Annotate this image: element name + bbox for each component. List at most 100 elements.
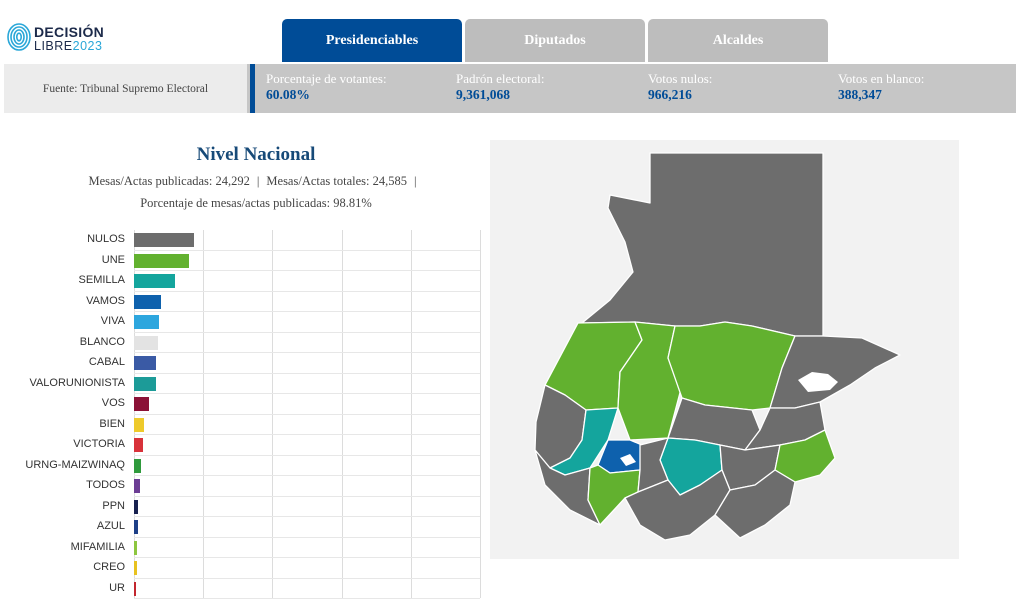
stats-bar: Fuente: Tribunal Supremo Electoral Porce… [4, 64, 1016, 113]
chart-row: VICTORIA [0, 435, 480, 456]
party-bar[interactable] [134, 233, 195, 247]
party-label: VAMOS [86, 294, 125, 307]
party-label: CREO [93, 561, 125, 573]
party-label: VOS [101, 397, 125, 409]
chart-row: AZUL [0, 517, 480, 538]
logo-title: DECISIÓN [34, 24, 105, 40]
chart-row: NULOS [0, 230, 480, 251]
chart-row: MIFAMILIA [0, 538, 480, 558]
party-label: AZUL [96, 520, 125, 532]
guatemala-map [490, 140, 959, 559]
party-label: PPN [102, 499, 125, 512]
party-label: URNG-MAIZWINAQ [25, 458, 125, 471]
mesas-summary: Mesas/Actas publicadas: 24,292 | Mesas/Act… [88, 174, 417, 188]
results-bar-chart: NULOS UNE SEMILLA VAMOS VIVA BLANCO CABAL VALOR… [0, 230, 481, 600]
stat-padron-electoral: Padrón electoral: 9,361,068 [456, 71, 544, 103]
row-divider [134, 352, 480, 353]
party-bar[interactable] [134, 356, 157, 370]
map-region-peten[interactable] [581, 152, 824, 337]
row-divider [134, 577, 480, 579]
chart-row: CABAL [0, 353, 480, 374]
party-bar[interactable] [134, 397, 149, 411]
stat-value: 60.08% [266, 87, 310, 102]
tab-alcaldes[interactable]: Alcaldes [648, 19, 828, 62]
chart-row: URNG-MAIZWINAQ [0, 456, 480, 476]
party-bar[interactable] [134, 417, 144, 432]
chart-row: PPN [0, 497, 480, 517]
tab-diputados[interactable]: Diputados [465, 19, 645, 62]
party-bar[interactable] [134, 253, 189, 268]
chart-row: UR [0, 579, 480, 599]
stat-value: 9,361,068 [456, 87, 510, 102]
party-bar[interactable] [134, 458, 141, 473]
row-divider [134, 454, 480, 456]
stat-votos-nulos: Votos nulos: 966,216 [648, 71, 712, 103]
party-label: NULOS [87, 233, 125, 245]
party-bar[interactable] [134, 520, 138, 534]
fingerprint-icon [7, 23, 31, 51]
party-label: CABAL [88, 356, 125, 368]
party-bar[interactable] [134, 499, 138, 514]
row-divider [134, 434, 480, 435]
row-divider [134, 393, 480, 394]
chart-row: TODOS [0, 476, 480, 497]
row-divider [134, 598, 480, 599]
map-region-izabal[interactable] [769, 335, 901, 409]
party-label: VIVA [100, 315, 125, 327]
party-bar[interactable] [134, 335, 159, 350]
stats-divider [250, 64, 255, 113]
row-divider [134, 495, 480, 497]
party-bar[interactable] [134, 479, 140, 493]
mesas-totales: Mesas/Actas totales: 24,585 [266, 174, 408, 188]
source-label: Fuente: Tribunal Supremo Electoral [4, 64, 247, 113]
party-label: UNE [101, 253, 125, 266]
map-region-lake-atitlan [620, 454, 636, 466]
party-bar[interactable] [134, 315, 159, 329]
row-divider [134, 475, 480, 476]
mesas-publicadas: Mesas/Actas publicadas: 24,292 [88, 174, 250, 188]
stat-porcentaje-votantes: Porcentaje de votantes: 60.08% [266, 71, 387, 103]
party-bar[interactable] [134, 540, 138, 555]
chart-row: VAMOS [0, 292, 480, 312]
logo-subtitle: LIBRE2023 [34, 39, 103, 53]
stat-label: Porcentaje de votantes: [266, 71, 387, 86]
stat-value: 388,347 [838, 87, 882, 102]
party-bar[interactable] [134, 376, 157, 391]
chart-row: VALORUNIONISTA [0, 374, 480, 394]
row-divider [134, 372, 480, 374]
stat-value: 966,216 [648, 87, 692, 102]
election-tabs: Presidenciables Diputados Alcaldes [282, 19, 831, 62]
row-divider [134, 557, 480, 558]
party-bar[interactable] [134, 581, 137, 596]
chart-row: UNE [0, 251, 480, 271]
party-bar[interactable] [134, 274, 175, 288]
party-label: BIEN [99, 417, 125, 430]
row-divider [134, 516, 480, 517]
panel-title: Nivel Nacional [196, 144, 316, 165]
stat-votos-blanco: Votos en blanco: 388,347 [838, 71, 924, 103]
party-bar[interactable] [134, 294, 162, 309]
tab-presidenciables[interactable]: Presidenciables [282, 19, 462, 62]
party-label: VICTORIA [73, 438, 125, 450]
map-svg [534, 152, 901, 541]
site-logo[interactable]: DECISIÓN LIBRE2023 [6, 20, 116, 56]
row-divider [134, 536, 480, 538]
row-divider [134, 311, 480, 312]
row-divider [134, 331, 480, 333]
row-divider [134, 270, 480, 271]
chart-row: SEMILLA [0, 271, 480, 292]
party-label: MIFAMILIA [70, 540, 125, 553]
party-label: TODOS [86, 479, 125, 491]
chart-row: VIVA [0, 312, 480, 333]
chart-row: BIEN [0, 415, 480, 435]
row-divider [134, 290, 480, 292]
chart-row: BLANCO [0, 333, 480, 353]
chart-gridline [480, 230, 481, 598]
stat-label: Votos nulos: [648, 71, 713, 86]
map-region-jutiapa[interactable] [714, 469, 796, 539]
map-lake [798, 372, 838, 392]
party-bar[interactable] [134, 438, 143, 452]
stat-label: Votos en blanco: [838, 71, 925, 86]
party-bar[interactable] [134, 561, 137, 575]
row-divider [134, 413, 480, 415]
